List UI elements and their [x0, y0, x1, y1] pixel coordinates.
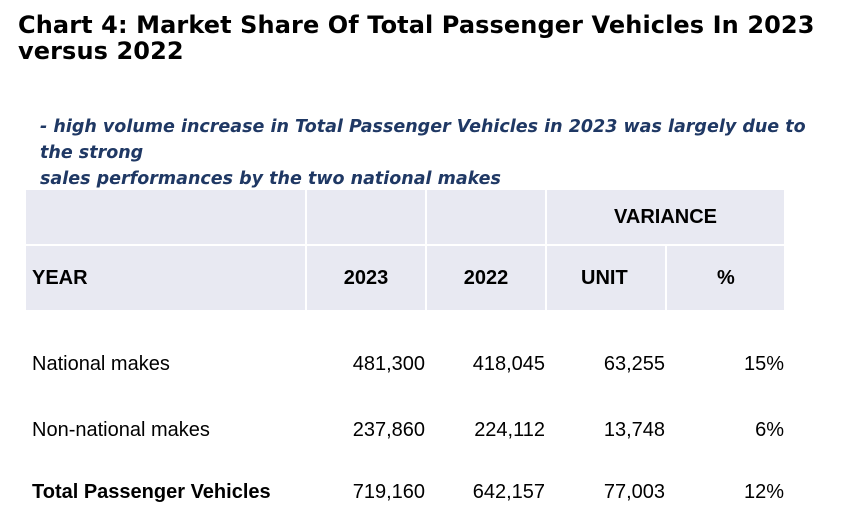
market-share-table: VARIANCE YEAR 2023 2022 UNIT % National …: [26, 190, 784, 506]
year-header: YEAR: [26, 245, 307, 312]
percent-header: %: [666, 245, 784, 312]
variance-percent: 12%: [666, 443, 784, 506]
variance-percent: 6%: [666, 377, 784, 444]
header-empty-cell: [26, 190, 307, 246]
subtitle-line-2: sales performances by the two national m…: [40, 169, 501, 189]
row-label: Non-national makes: [26, 377, 307, 444]
variance-unit: 13,748: [546, 377, 667, 444]
value-2022: 224,112: [426, 377, 547, 444]
row-label: National makes: [26, 311, 307, 378]
unit-header: UNIT: [546, 245, 667, 312]
value-2023: 481,300: [306, 311, 427, 378]
header-row-columns: YEAR 2023 2022 UNIT %: [26, 245, 784, 312]
header-row-variance: VARIANCE: [26, 190, 784, 246]
variance-unit: 63,255: [546, 311, 667, 378]
subtitle-note: - high volume increase in Total Passenge…: [40, 114, 840, 192]
value-2022: 642,157: [426, 443, 547, 506]
subtitle-line-1: - high volume increase in Total Passenge…: [40, 117, 806, 163]
row-label: Total Passenger Vehicles: [26, 443, 307, 506]
header-empty-cell: [426, 190, 547, 246]
year-2022-header: 2022: [426, 245, 547, 312]
value-2023: 719,160: [306, 443, 427, 506]
variance-percent: 15%: [666, 311, 784, 378]
page-title: Chart 4: Market Share Of Total Passenger…: [18, 11, 815, 65]
header-empty-cell: [306, 190, 427, 246]
variance-header: VARIANCE: [546, 190, 784, 246]
value-2023: 237,860: [306, 377, 427, 444]
table-row: Non-national makes 237,860 224,112 13,74…: [26, 377, 784, 444]
value-2022: 418,045: [426, 311, 547, 378]
year-2023-header: 2023: [306, 245, 427, 312]
table-row-total: Total Passenger Vehicles 719,160 642,157…: [26, 443, 784, 506]
table-row: National makes 481,300 418,045 63,255 15…: [26, 311, 784, 378]
variance-unit: 77,003: [546, 443, 667, 506]
